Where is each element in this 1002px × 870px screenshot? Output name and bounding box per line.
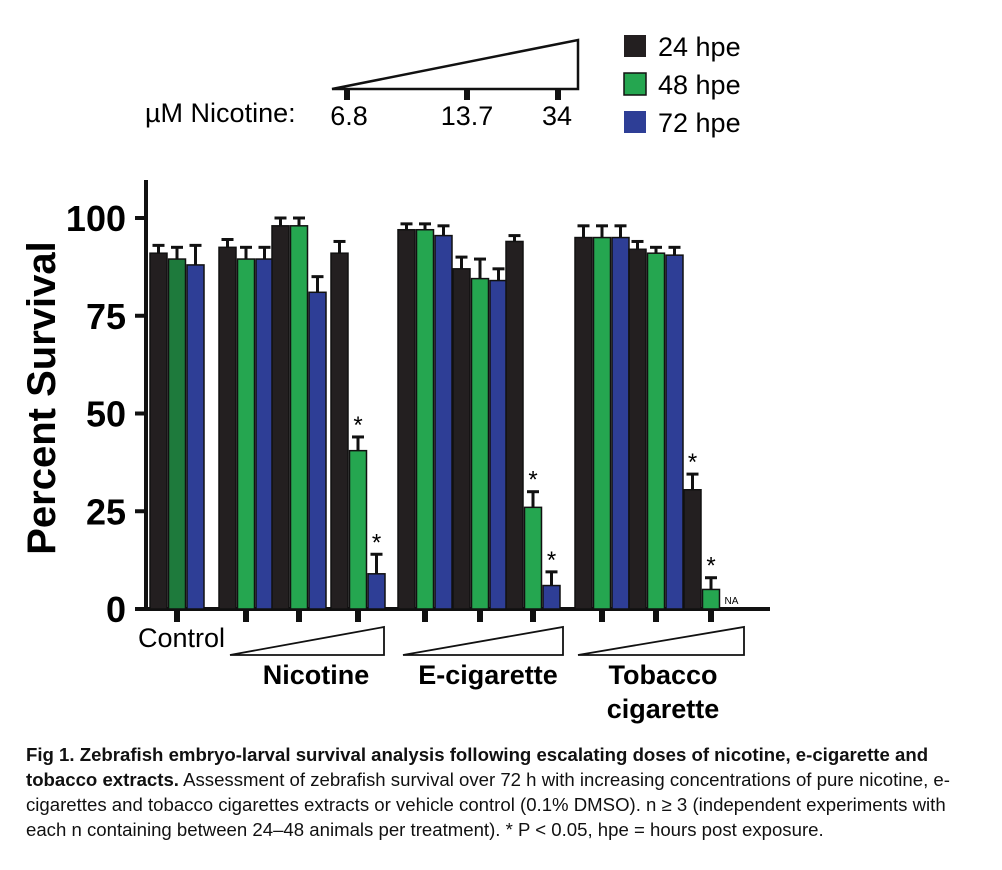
bars: * * * * * * NA <box>149 216 739 610</box>
x-tick-mark <box>530 609 536 622</box>
significance-marker: * <box>547 547 556 574</box>
bar <box>167 258 187 610</box>
concentration-tick-mark <box>555 89 561 100</box>
bar <box>308 291 327 610</box>
y-tick-label: 0 <box>106 589 126 630</box>
bar <box>611 236 630 610</box>
bar <box>665 254 684 610</box>
concentration-tick-label: 6.8 <box>330 101 368 131</box>
ecigarette-wedge <box>402 625 564 656</box>
x-tick-mark <box>599 609 605 622</box>
significance-marker: * <box>353 412 362 439</box>
bar <box>397 228 416 610</box>
significance-marker: * <box>706 553 715 580</box>
bar <box>701 588 721 610</box>
group-label-nicotine: Nicotine <box>263 660 370 690</box>
legend: 24 hpe 48 hpe 72 hpe <box>623 32 741 138</box>
bar <box>489 279 508 610</box>
concentration-key-label: µM Nicotine: <box>145 98 296 128</box>
bar <box>542 584 561 610</box>
bar <box>415 228 435 610</box>
concentration-tick-label: 34 <box>542 101 572 131</box>
legend-label-48: 48 hpe <box>658 70 741 100</box>
group-label-ecigarette: E-cigarette <box>418 660 558 690</box>
x-tick-mark <box>355 609 361 622</box>
bar <box>218 246 237 610</box>
bar <box>367 573 386 610</box>
concentration-tick-label: 13.7 <box>441 101 494 131</box>
bar <box>470 277 490 610</box>
bar <box>271 225 290 610</box>
tobacco-wedge <box>577 625 745 656</box>
bar <box>255 258 274 610</box>
x-ticks <box>174 609 714 622</box>
bar <box>683 488 702 610</box>
x-tick-mark <box>477 609 483 622</box>
caption-body: Assessment of zebrafish survival over 72… <box>26 769 950 840</box>
bar <box>149 252 168 610</box>
y-tick-label: 25 <box>86 491 126 532</box>
x-tick-mark <box>708 609 714 622</box>
y-tick-label: 50 <box>86 394 126 435</box>
bar <box>628 248 647 610</box>
x-tick-mark <box>296 609 302 622</box>
bar <box>505 240 524 610</box>
significance-marker: * <box>688 449 697 476</box>
x-tick-mark <box>243 609 249 622</box>
caption-title: Fig 1. Zebrafish embryo-larval survival … <box>26 744 929 790</box>
bar <box>348 449 368 610</box>
bar <box>236 258 256 610</box>
concentration-tick-mark <box>464 89 470 100</box>
legend-swatch-72 <box>624 111 646 133</box>
legend-label-24: 24 hpe <box>658 32 741 62</box>
na-label: NA <box>725 596 739 607</box>
x-tick-mark <box>422 609 428 622</box>
y-tick-label: 75 <box>86 296 126 337</box>
bar <box>330 252 349 610</box>
bar <box>186 264 205 610</box>
group-label-cigarette: cigarette <box>607 694 720 724</box>
survival-bar-chart: µM Nicotine: 6.8 13.7 34 24 hpe 48 hpe 7… <box>20 32 770 724</box>
significance-marker: * <box>372 529 381 556</box>
concentration-tick-mark <box>344 89 350 100</box>
bar <box>592 236 612 610</box>
concentration-wedge <box>331 38 580 91</box>
x-tick-mark <box>653 609 659 622</box>
group-label-control: Control <box>138 623 225 653</box>
bar <box>434 234 453 610</box>
figure-caption: Fig 1. Zebrafish embryo-larval survival … <box>26 742 986 842</box>
y-tick-label: 100 <box>66 198 126 239</box>
bar <box>452 268 471 610</box>
legend-swatch-48 <box>623 72 647 96</box>
y-axis-title: Percent Survival <box>20 241 64 555</box>
legend-swatch-24 <box>624 35 646 57</box>
bar <box>646 252 666 610</box>
nicotine-wedge <box>229 625 385 656</box>
y-ticks: 0 25 50 75 100 <box>66 198 146 630</box>
group-label-tobacco: Tobacco <box>608 660 717 690</box>
bar <box>523 506 543 610</box>
x-tick-mark <box>174 609 180 622</box>
legend-label-72: 72 hpe <box>658 108 741 138</box>
significance-marker: * <box>528 467 537 494</box>
concentration-key: µM Nicotine: 6.8 13.7 34 <box>145 38 580 131</box>
bar <box>289 225 309 610</box>
bar <box>574 236 593 610</box>
group-labels: Control Nicotine E-cigarette Tobacco cig… <box>138 623 745 724</box>
